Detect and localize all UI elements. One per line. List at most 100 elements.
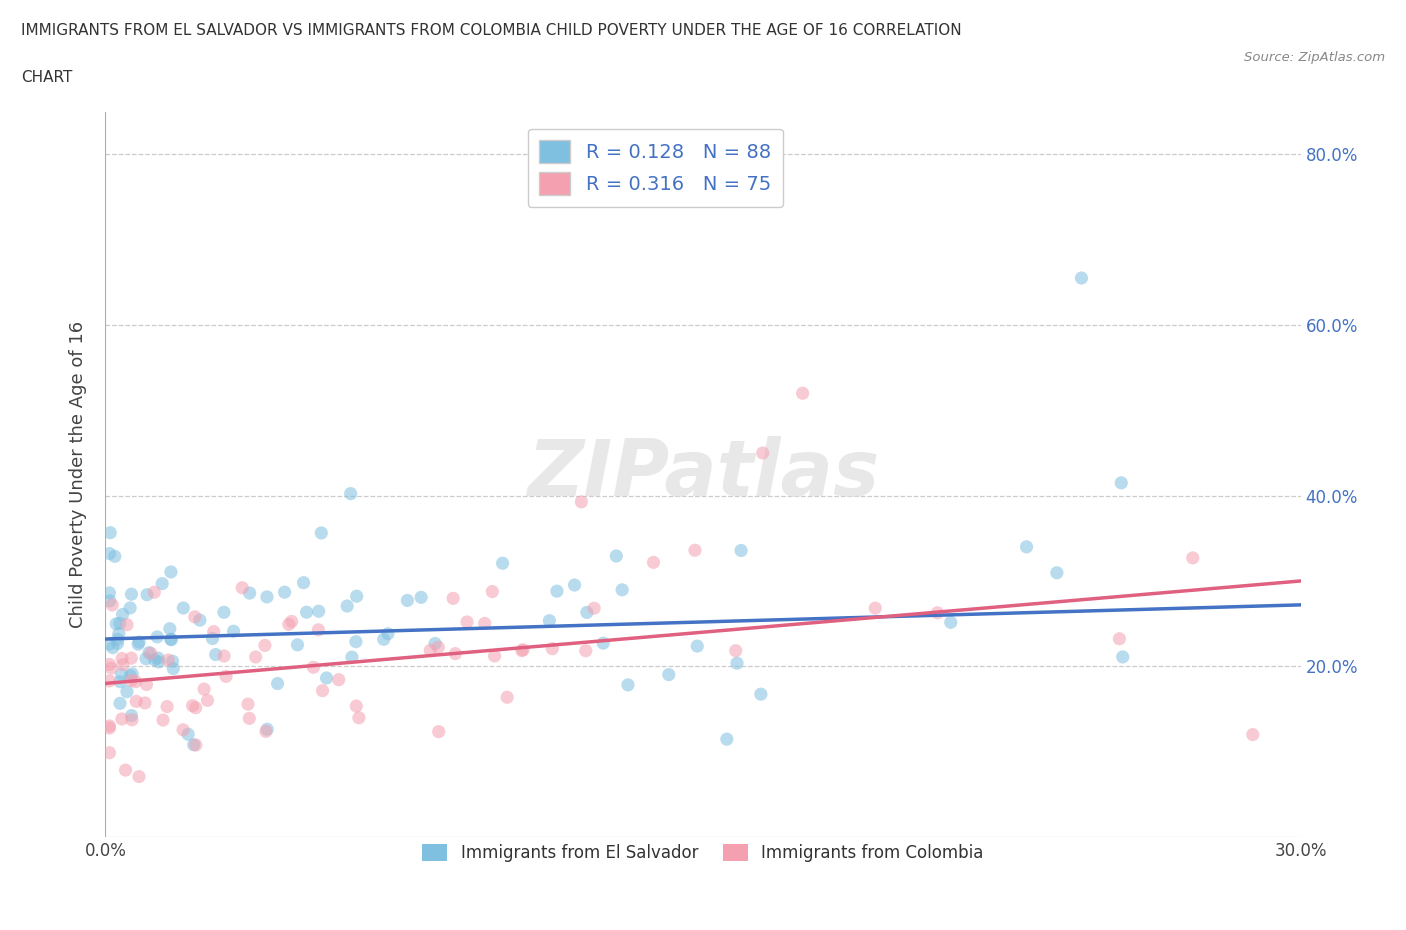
Point [683, 543, 706, 558]
Point [139, 646, 162, 661]
Point [427, 724, 450, 739]
Point [541, 642, 564, 657]
Point [124, 674, 146, 689]
Point [128, 634, 150, 649]
Point [592, 636, 614, 651]
Point [658, 667, 681, 682]
Point [160, 565, 183, 579]
Point [111, 651, 134, 666]
Point [125, 694, 148, 709]
Point [256, 590, 278, 604]
Point [496, 690, 519, 705]
Point [308, 604, 330, 618]
Point [564, 578, 586, 592]
Point [792, 386, 814, 401]
Point [749, 686, 772, 701]
Point [512, 643, 534, 658]
Point [347, 711, 370, 725]
Point [311, 684, 333, 698]
Text: ZIPatlas: ZIPatlas [527, 436, 879, 512]
Point [239, 586, 262, 601]
Point [120, 669, 142, 684]
Point [136, 587, 159, 602]
Point [302, 659, 325, 674]
Point [143, 652, 166, 667]
Point [373, 631, 395, 646]
Point [121, 712, 143, 727]
Point [98, 546, 121, 561]
Point [280, 614, 302, 629]
Point [108, 626, 131, 641]
Point [491, 556, 513, 571]
Point [111, 658, 134, 672]
Point [134, 696, 156, 711]
Point [575, 644, 598, 658]
Point [444, 646, 467, 661]
Point [138, 645, 160, 660]
Point [177, 726, 200, 741]
Point [100, 660, 122, 675]
Point [202, 624, 225, 639]
Point [277, 617, 299, 631]
Point [617, 677, 640, 692]
Point [98, 585, 121, 600]
Point [724, 644, 747, 658]
Point [339, 486, 361, 501]
Point [1241, 727, 1264, 742]
Point [1070, 271, 1092, 286]
Legend: Immigrants from El Salvador, Immigrants from Colombia: Immigrants from El Salvador, Immigrants … [416, 837, 990, 869]
Point [315, 671, 337, 685]
Point [101, 597, 124, 612]
Point [716, 732, 738, 747]
Point [273, 585, 295, 600]
Point [188, 613, 211, 628]
Point [98, 637, 121, 652]
Point [569, 495, 592, 510]
Point [101, 640, 124, 655]
Point [121, 667, 143, 682]
Point [377, 626, 399, 641]
Point [120, 673, 142, 688]
Point [104, 549, 127, 564]
Point [427, 640, 450, 655]
Point [484, 648, 506, 663]
Point [266, 676, 288, 691]
Text: CHART: CHART [21, 70, 73, 85]
Point [127, 637, 149, 652]
Point [146, 651, 169, 666]
Point [108, 616, 131, 631]
Point [201, 631, 224, 646]
Point [222, 624, 245, 639]
Point [1181, 551, 1204, 565]
Point [160, 632, 183, 647]
Point [184, 737, 207, 752]
Point [159, 621, 181, 636]
Point [1015, 539, 1038, 554]
Point [215, 669, 238, 684]
Point [128, 769, 150, 784]
Y-axis label: Child Poverty Under the Age of 16: Child Poverty Under the Age of 16 [69, 321, 87, 628]
Point [111, 711, 134, 726]
Point [441, 591, 464, 605]
Point [150, 577, 173, 591]
Point [159, 631, 181, 646]
Point [98, 593, 121, 608]
Point [236, 697, 259, 711]
Point [396, 593, 419, 608]
Point [340, 650, 363, 665]
Point [193, 682, 215, 697]
Point [204, 647, 226, 662]
Point [111, 607, 134, 622]
Point [456, 615, 478, 630]
Point [184, 700, 207, 715]
Point [295, 604, 318, 619]
Text: Source: ZipAtlas.com: Source: ZipAtlas.com [1244, 51, 1385, 64]
Point [98, 719, 121, 734]
Point [146, 630, 169, 644]
Point [725, 656, 748, 671]
Point [105, 617, 128, 631]
Point [238, 711, 260, 725]
Point [183, 737, 205, 752]
Point [135, 651, 157, 666]
Point [148, 655, 170, 670]
